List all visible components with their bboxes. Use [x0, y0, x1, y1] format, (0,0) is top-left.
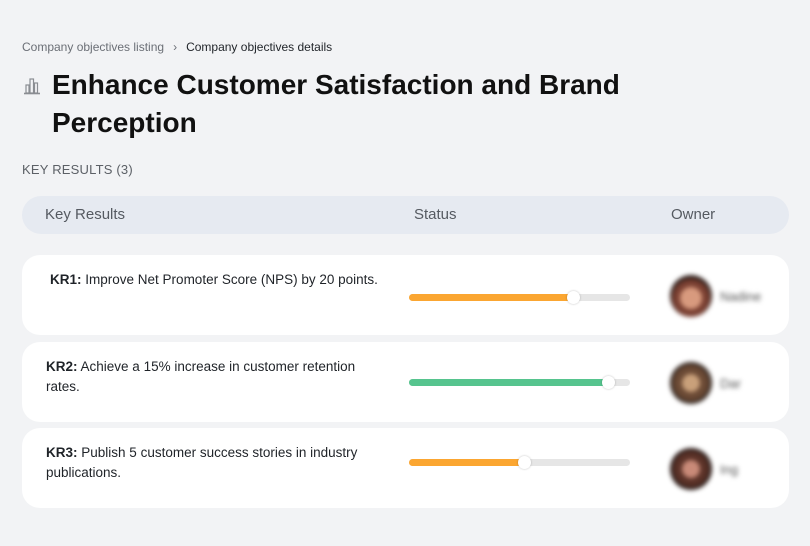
avatar [670, 448, 712, 490]
column-header-key-results: Key Results [45, 206, 126, 223]
key-results-table-header: Key Results Status Owner [22, 196, 789, 234]
page-title: Enhance Customer Satisfaction and Brand … [52, 69, 620, 138]
column-header-status: Status [414, 206, 457, 223]
progress-bar[interactable] [409, 456, 630, 469]
key-result-row[interactable]: KR1: Improve Net Promoter Score (NPS) by… [22, 255, 789, 335]
page-header: Enhance Customer Satisfaction and Brand … [22, 66, 632, 142]
progress-bar[interactable] [409, 291, 630, 304]
key-result-text: Achieve a 15% increase in customer reten… [46, 359, 356, 394]
owner-name: Dar [720, 375, 741, 391]
key-result-description: KR3: Publish 5 customer success stories … [46, 443, 376, 483]
progress-handle[interactable] [601, 376, 615, 389]
breadcrumb: Company objectives listing › Company obj… [22, 40, 332, 54]
key-result-id: KR2: [46, 359, 78, 374]
key-result-description: KR1: Improve Net Promoter Score (NPS) by… [50, 270, 380, 290]
progress-handle[interactable] [517, 456, 531, 469]
progress-handle[interactable] [566, 291, 580, 304]
breadcrumb-current-page: Company objectives details [186, 40, 333, 54]
key-result-row[interactable]: KR3: Publish 5 customer success stories … [22, 428, 789, 508]
column-header-owner: Owner [671, 206, 716, 223]
key-result-text: Publish 5 customer success stories in in… [46, 445, 358, 480]
avatar [670, 362, 712, 404]
key-result-id: KR1: [50, 272, 82, 287]
owner[interactable]: Ing [670, 448, 738, 490]
key-results-count-label: KEY RESULTS (3) [22, 162, 133, 177]
owner-name: Ing [720, 461, 739, 477]
key-result-id: KR3: [46, 445, 78, 460]
progress-fill [409, 379, 608, 386]
progress-fill [409, 459, 524, 466]
owner[interactable]: Nadine [670, 275, 761, 317]
owner-name: Nadine [720, 288, 762, 304]
avatar [670, 275, 712, 317]
breadcrumb-separator-icon: › [173, 40, 178, 54]
building-icon [24, 78, 40, 95]
progress-bar[interactable] [409, 376, 630, 389]
breadcrumb-link-objectives-listing[interactable]: Company objectives listing [22, 40, 165, 54]
key-result-description: KR2: Achieve a 15% increase in customer … [46, 357, 376, 397]
key-result-row[interactable]: KR2: Achieve a 15% increase in customer … [22, 342, 789, 422]
owner[interactable]: Dar [670, 362, 741, 404]
progress-fill [409, 294, 573, 301]
key-result-text: Improve Net Promoter Score (NPS) by 20 p… [85, 272, 378, 287]
